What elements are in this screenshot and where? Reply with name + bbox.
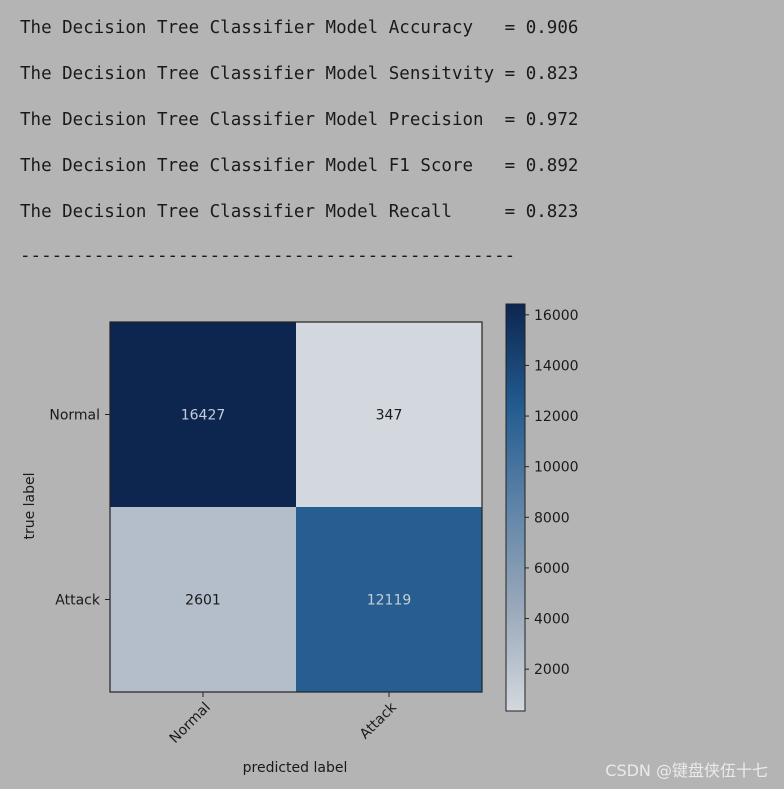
colorbar-tick-label: 14000 <box>534 358 579 374</box>
watermark: CSDN @键盘侠伍十七 <box>605 761 768 780</box>
x-tick-label: Normal <box>167 700 214 747</box>
metric-precision: The Decision Tree Classifier Model Preci… <box>20 110 579 130</box>
matrix-cell <box>296 507 482 692</box>
x-axis-label: predicted label <box>243 760 348 776</box>
confusion-matrix: 16427 347 2601 12119 Normal Attack Normal Attac… <box>49 321 483 747</box>
metrics-output: The Decision Tree Classifier Model Accur… <box>20 0 578 222</box>
colorbar-tick-label: 12000 <box>534 409 579 425</box>
metric-sensitivity: The Decision Tree Classifier Model Sensi… <box>20 64 579 84</box>
colorbar-tick-label: 10000 <box>534 460 579 476</box>
metric-recall: The Decision Tree Classifier Model Recal… <box>20 202 579 222</box>
cell-value-label: 347 <box>376 408 403 424</box>
y-axis-label: true label <box>22 472 38 539</box>
metric-f1-score: The Decision Tree Classifier Model F1 Sc… <box>20 156 579 176</box>
colorbar-tick-label: 8000 <box>534 510 570 526</box>
matrix-frame <box>109 321 483 693</box>
colorbar: 2000 4000 6000 8000 10000 12000 14000 16000 <box>505 303 579 712</box>
x-tick-label: Attack <box>357 699 401 743</box>
y-tick-label: Attack <box>55 593 101 609</box>
matrix-cell <box>110 322 296 507</box>
y-tick-label: Normal <box>49 408 100 424</box>
cell-value-label: 12119 <box>367 593 412 609</box>
output-divider: ----------------------------------------… <box>20 246 516 266</box>
matrix-cell <box>110 507 296 692</box>
cell-value-label: 2601 <box>185 593 221 609</box>
colorbar-gradient <box>505 303 526 712</box>
colorbar-tick-label: 2000 <box>534 662 570 678</box>
colorbar-tick-label: 16000 <box>534 308 579 324</box>
colorbar-tick-label: 4000 <box>534 612 570 628</box>
colorbar-tick-label: 6000 <box>534 561 570 577</box>
metric-accuracy: The Decision Tree Classifier Model Accur… <box>20 18 579 38</box>
confusion-matrix-chart: 16427 347 2601 12119 Normal Attack Normal Attac… <box>22 303 579 776</box>
cell-value-label: 16427 <box>181 408 226 424</box>
matrix-cell <box>296 322 482 507</box>
